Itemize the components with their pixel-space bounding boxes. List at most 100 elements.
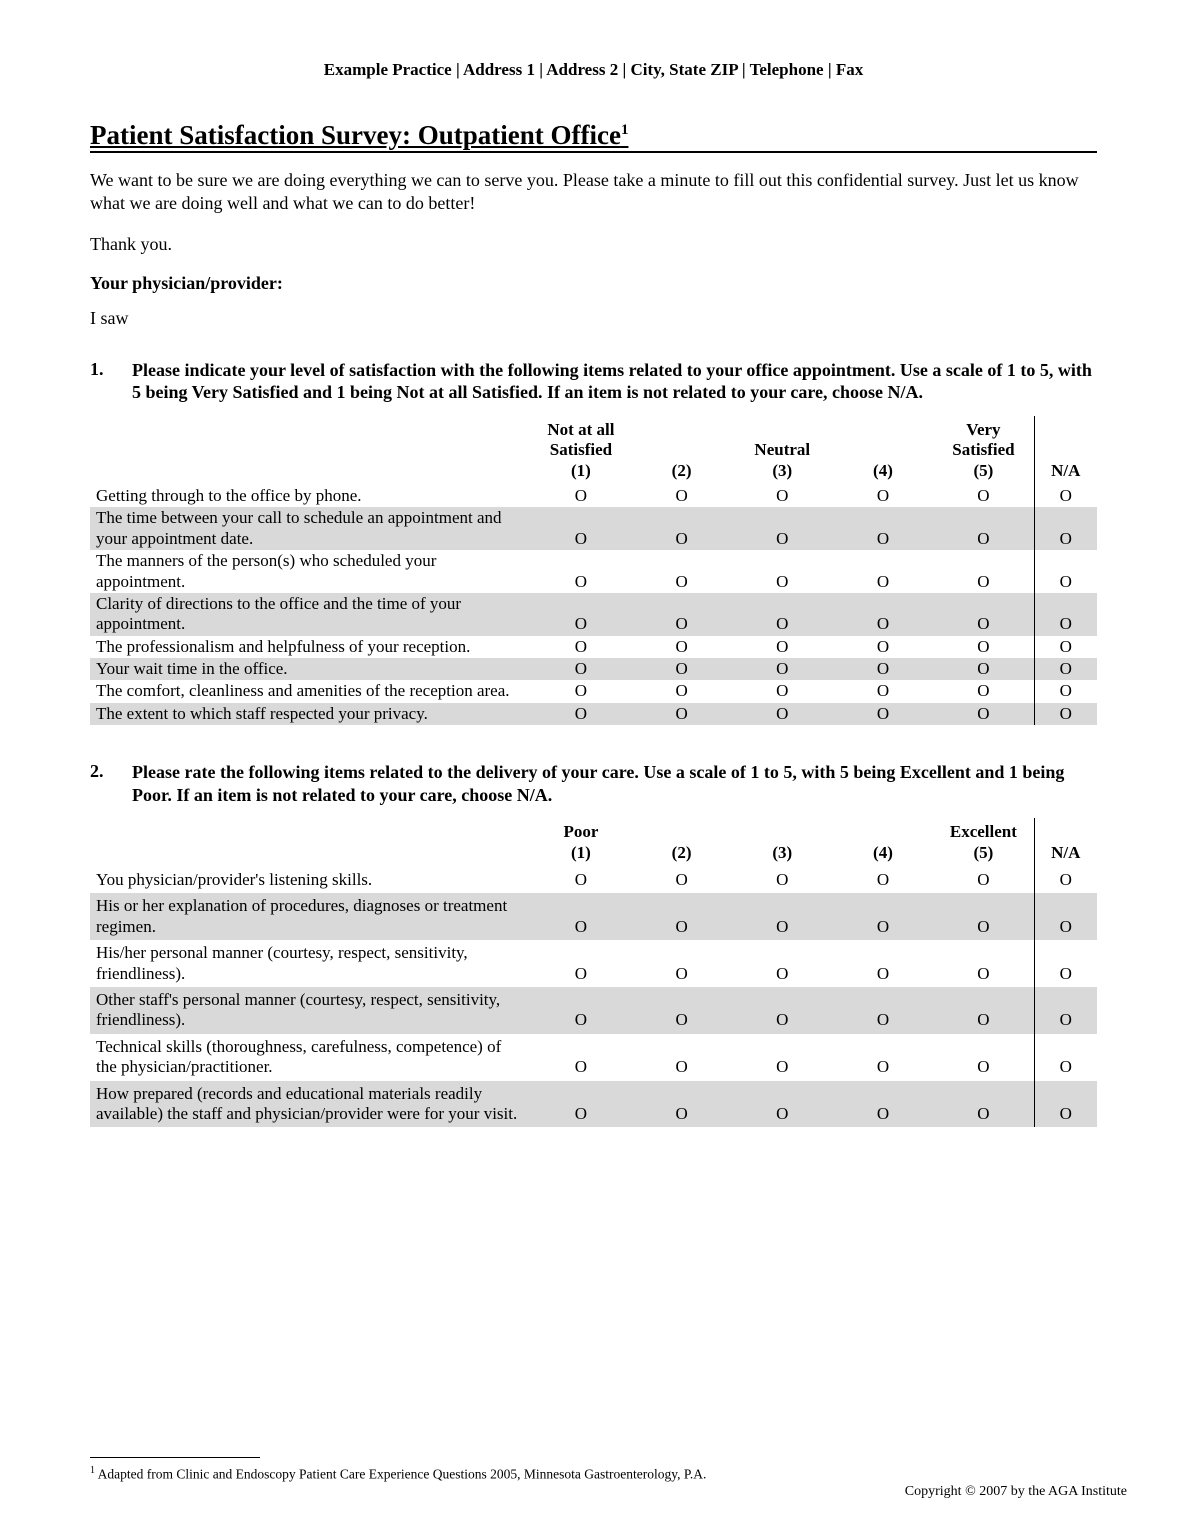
q2-row-2-option-3[interactable]: O: [732, 940, 833, 987]
thanks-text: Thank you.: [90, 234, 1097, 255]
q1-row-0-option-2[interactable]: O: [631, 485, 732, 507]
q1-row-2-option-1[interactable]: O: [531, 550, 632, 593]
q1-row-7-option-5[interactable]: O: [933, 703, 1034, 725]
q2-row-0-option-3[interactable]: O: [732, 867, 833, 893]
q1-row-4-option-na[interactable]: O: [1034, 636, 1097, 658]
q2-row-3-label: Other staff's personal manner (courtesy,…: [90, 987, 531, 1034]
q1-col-3-header: Neutral(3): [732, 416, 833, 485]
q1-row-1-option-1[interactable]: O: [531, 507, 632, 550]
q1-row-1-option-5[interactable]: O: [933, 507, 1034, 550]
q1-row-6-option-2[interactable]: O: [631, 680, 732, 702]
title-footnote-mark: 1: [621, 122, 629, 138]
q1-row-0-option-na[interactable]: O: [1034, 485, 1097, 507]
q2-row-0-option-5[interactable]: O: [933, 867, 1034, 893]
q1-row-0-option-1[interactable]: O: [531, 485, 632, 507]
q2-row-1-option-1[interactable]: O: [531, 893, 632, 940]
q1-row-1-option-4[interactable]: O: [833, 507, 934, 550]
q1-row-7-option-1[interactable]: O: [531, 703, 632, 725]
table-row: Other staff's personal manner (courtesy,…: [90, 987, 1097, 1034]
q1-row-2-option-na[interactable]: O: [1034, 550, 1097, 593]
q1-row-7-option-3[interactable]: O: [732, 703, 833, 725]
question-1-text: Please indicate your level of satisfacti…: [132, 359, 1097, 404]
q2-row-4-label: Technical skills (thoroughness, carefuln…: [90, 1034, 531, 1081]
q1-row-5-option-2[interactable]: O: [631, 658, 732, 680]
q2-row-1-option-2[interactable]: O: [631, 893, 732, 940]
q2-row-3-option-2[interactable]: O: [631, 987, 732, 1034]
q2-row-0-option-4[interactable]: O: [833, 867, 934, 893]
q1-row-6-option-na[interactable]: O: [1034, 680, 1097, 702]
q2-row-2-option-4[interactable]: O: [833, 940, 934, 987]
q1-row-3-option-5[interactable]: O: [933, 593, 1034, 636]
q2-row-3-option-5[interactable]: O: [933, 987, 1034, 1034]
q2-row-1-option-3[interactable]: O: [732, 893, 833, 940]
q2-row-5-option-1[interactable]: O: [531, 1081, 632, 1128]
q2-row-4-option-5[interactable]: O: [933, 1034, 1034, 1081]
q1-row-3-option-4[interactable]: O: [833, 593, 934, 636]
q1-row-5-option-na[interactable]: O: [1034, 658, 1097, 680]
q2-row-4-option-na[interactable]: O: [1034, 1034, 1097, 1081]
table-row: You physician/provider's listening skill…: [90, 867, 1097, 893]
q1-col-4-header: (4): [833, 416, 934, 485]
q2-row-5-option-na[interactable]: O: [1034, 1081, 1097, 1128]
physician-label: Your physician/provider:: [90, 273, 1097, 294]
question-2-number: 2.: [90, 761, 132, 806]
q1-row-7-option-2[interactable]: O: [631, 703, 732, 725]
q2-col-1-header: Poor (1): [531, 818, 632, 867]
q2-row-4-option-4[interactable]: O: [833, 1034, 934, 1081]
q2-row-2-option-5[interactable]: O: [933, 940, 1034, 987]
q1-row-4-option-1[interactable]: O: [531, 636, 632, 658]
q1-row-1-option-3[interactable]: O: [732, 507, 833, 550]
q1-row-4-option-4[interactable]: O: [833, 636, 934, 658]
q2-row-2-option-1[interactable]: O: [531, 940, 632, 987]
q1-row-2-option-4[interactable]: O: [833, 550, 934, 593]
q1-row-5-option-5[interactable]: O: [933, 658, 1034, 680]
q2-col-na-header: N/A: [1034, 818, 1097, 867]
q2-row-1-option-4[interactable]: O: [833, 893, 934, 940]
q2-row-5-option-3[interactable]: O: [732, 1081, 833, 1128]
q1-row-6-option-1[interactable]: O: [531, 680, 632, 702]
q1-row-3-option-na[interactable]: O: [1034, 593, 1097, 636]
table-row: Clarity of directions to the office and …: [90, 593, 1097, 636]
q2-row-2-option-2[interactable]: O: [631, 940, 732, 987]
q1-row-7-option-4[interactable]: O: [833, 703, 934, 725]
q1-row-4-option-5[interactable]: O: [933, 636, 1034, 658]
q1-row-1-option-2[interactable]: O: [631, 507, 732, 550]
q1-row-3-option-2[interactable]: O: [631, 593, 732, 636]
q1-row-0-option-4[interactable]: O: [833, 485, 934, 507]
q1-row-0-option-3[interactable]: O: [732, 485, 833, 507]
q1-row-1-option-na[interactable]: O: [1034, 507, 1097, 550]
q1-row-6-option-5[interactable]: O: [933, 680, 1034, 702]
q2-row-1-option-na[interactable]: O: [1034, 893, 1097, 940]
q2-row-3-option-4[interactable]: O: [833, 987, 934, 1034]
q1-row-5-option-4[interactable]: O: [833, 658, 934, 680]
q1-row-2-option-5[interactable]: O: [933, 550, 1034, 593]
q2-row-4-option-3[interactable]: O: [732, 1034, 833, 1081]
q1-row-2-option-2[interactable]: O: [631, 550, 732, 593]
q2-row-4-option-2[interactable]: O: [631, 1034, 732, 1081]
q1-row-4-option-2[interactable]: O: [631, 636, 732, 658]
q2-row-0-option-1[interactable]: O: [531, 867, 632, 893]
q1-row-3-option-3[interactable]: O: [732, 593, 833, 636]
q1-row-6-option-4[interactable]: O: [833, 680, 934, 702]
q1-row-0-option-5[interactable]: O: [933, 485, 1034, 507]
q2-row-4-option-1[interactable]: O: [531, 1034, 632, 1081]
q2-row-3-option-na[interactable]: O: [1034, 987, 1097, 1034]
q2-row-2-option-na[interactable]: O: [1034, 940, 1097, 987]
q2-row-5-option-4[interactable]: O: [833, 1081, 934, 1128]
q1-row-5-label: Your wait time in the office.: [90, 658, 531, 680]
q1-row-4-option-3[interactable]: O: [732, 636, 833, 658]
q2-row-0-option-2[interactable]: O: [631, 867, 732, 893]
q2-row-5-option-5[interactable]: O: [933, 1081, 1034, 1128]
q1-row-6-option-3[interactable]: O: [732, 680, 833, 702]
q1-row-5-option-3[interactable]: O: [732, 658, 833, 680]
q1-row-7-option-na[interactable]: O: [1034, 703, 1097, 725]
q2-row-0-option-na[interactable]: O: [1034, 867, 1097, 893]
q1-row-5-option-1[interactable]: O: [531, 658, 632, 680]
q2-row-3-option-1[interactable]: O: [531, 987, 632, 1034]
q2-col-4-header: (4): [833, 818, 934, 867]
q1-row-2-option-3[interactable]: O: [732, 550, 833, 593]
q2-row-5-option-2[interactable]: O: [631, 1081, 732, 1128]
q1-row-3-option-1[interactable]: O: [531, 593, 632, 636]
q2-row-1-option-5[interactable]: O: [933, 893, 1034, 940]
q2-row-3-option-3[interactable]: O: [732, 987, 833, 1034]
